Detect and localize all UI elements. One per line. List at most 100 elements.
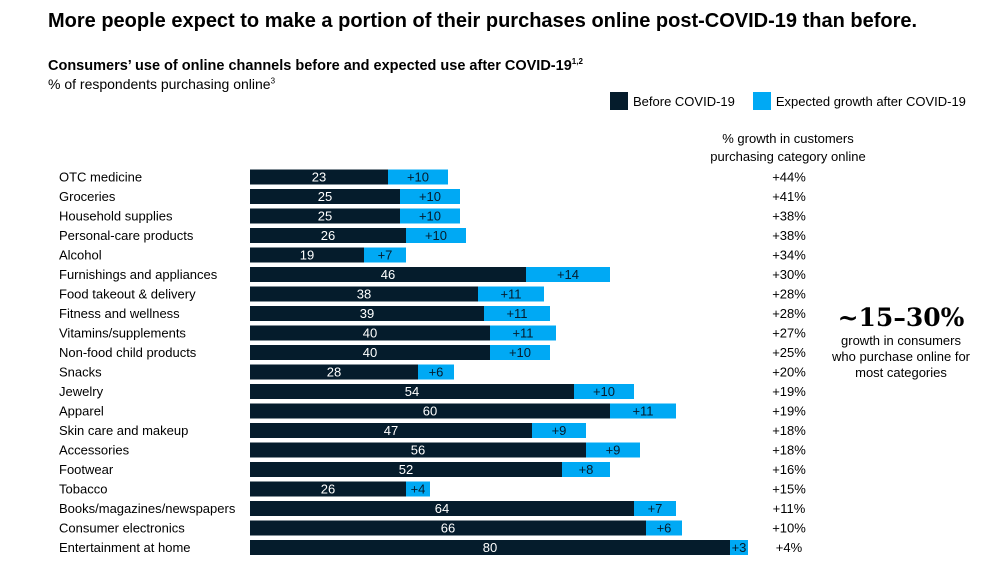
value-label-after-accessories: +9 xyxy=(606,443,621,458)
value-label-after-furnishings-and-appliances: +14 xyxy=(557,267,579,282)
subtitle-footnote: 1,2 xyxy=(571,57,583,66)
category-label-consumer-electronics: Consumer electronics xyxy=(59,521,185,536)
subtitle-text: Consumers’ use of online channels before… xyxy=(48,57,572,74)
value-label-before-accessories: 56 xyxy=(411,443,425,458)
bar-after-otc-medicine xyxy=(388,169,448,185)
category-label-non-food-child-products: Non-food child products xyxy=(59,345,197,360)
value-label-after-apparel: +11 xyxy=(632,404,653,419)
bar-before-skin-care-and-makeup xyxy=(250,423,532,438)
growth-label-consumer-electronics: +10% xyxy=(772,521,806,536)
legend-item-after: Expected growth after COVID-19 xyxy=(752,92,966,110)
bar-before-food-takeout-delivery xyxy=(250,286,478,302)
bar-before-household-supplies xyxy=(250,208,400,224)
value-label-before-household-supplies: 25 xyxy=(318,209,332,224)
value-label-before-otc-medicine: 23 xyxy=(312,170,326,185)
bar-after-apparel xyxy=(610,403,676,419)
bar-before-furnishings-and-appliances xyxy=(250,267,526,282)
chart-legend: Before COVID-19 Expected growth after CO… xyxy=(610,92,984,110)
legend-label-after: Expected growth after COVID-19 xyxy=(775,93,966,109)
category-label-skin-care-and-makeup: Skin care and makeup xyxy=(59,423,188,438)
unit-footnote: 3 xyxy=(270,76,276,86)
growth-label-jewelry: +19% xyxy=(772,384,806,399)
value-label-before-snacks: 28 xyxy=(327,365,341,380)
growth-label-personal-care-products: +38% xyxy=(772,228,806,243)
value-label-before-alcohol: 19 xyxy=(300,248,314,263)
bar-after-vitamins-supplements xyxy=(490,325,556,341)
bar-before-jewelry xyxy=(250,384,574,399)
growth-label-alcohol: +34% xyxy=(772,248,806,263)
growth-label-books-magazines-newspapers: +11% xyxy=(773,501,806,516)
value-label-after-tobacco: +4 xyxy=(411,482,426,497)
bar-before-tobacco xyxy=(250,481,406,497)
category-label-accessories: Accessories xyxy=(59,443,130,458)
growth-label-groceries: +41% xyxy=(772,189,806,204)
bar-after-books-magazines-newspapers xyxy=(634,501,676,516)
category-label-groceries: Groceries xyxy=(59,189,116,204)
category-label-household-supplies: Household supplies xyxy=(59,209,173,224)
bar-after-skin-care-and-makeup xyxy=(532,423,586,438)
value-label-after-books-magazines-newspapers: +7 xyxy=(648,501,663,516)
value-label-before-furnishings-and-appliances: 46 xyxy=(381,267,395,282)
bar-before-books-magazines-newspapers xyxy=(250,501,634,516)
value-label-after-consumer-electronics: +6 xyxy=(657,521,672,536)
value-label-before-footwear: 52 xyxy=(399,462,413,477)
growth-label-apparel: +19% xyxy=(772,404,806,419)
category-label-personal-care-products: Personal-care products xyxy=(59,228,194,243)
callout-figure: ~15–30% xyxy=(837,303,965,332)
value-label-before-apparel: 60 xyxy=(423,404,437,419)
value-label-after-non-food-child-products: +10 xyxy=(509,345,531,360)
bar-after-alcohol xyxy=(364,247,406,263)
category-label-jewelry: Jewelry xyxy=(59,384,104,399)
value-label-before-tobacco: 26 xyxy=(321,482,335,497)
category-label-furnishings-and-appliances: Furnishings and appliances xyxy=(59,267,218,282)
growth-label-food-takeout-delivery: +28% xyxy=(772,287,806,302)
legend-swatch-after xyxy=(752,92,771,110)
growth-label-fitness-and-wellness: +28% xyxy=(772,306,806,321)
category-label-otc-medicine: OTC medicine xyxy=(59,170,142,185)
value-label-before-jewelry: 54 xyxy=(405,384,419,399)
bar-after-accessories xyxy=(586,442,640,458)
category-label-fitness-and-wellness: Fitness and wellness xyxy=(59,306,180,321)
value-label-before-skin-care-and-makeup: 47 xyxy=(384,423,398,438)
value-label-after-household-supplies: +10 xyxy=(419,209,441,224)
growth-label-furnishings-and-appliances: +30% xyxy=(772,267,806,282)
chart-headline: More people expect to make a portion of … xyxy=(48,10,918,32)
legend-swatch-before xyxy=(610,92,628,110)
growth-label-skin-care-and-makeup: +18% xyxy=(772,423,806,438)
bar-after-furnishings-and-appliances xyxy=(526,267,610,282)
chart-subtitle: Consumers’ use of online channels before… xyxy=(48,57,583,74)
growth-column-header: % growth in customers purchasing categor… xyxy=(710,131,866,164)
value-label-before-groceries: 25 xyxy=(318,189,332,204)
growth-label-non-food-child-products: +25% xyxy=(772,345,806,360)
value-label-after-vitamins-supplements: +11 xyxy=(512,326,533,341)
value-label-after-alcohol: +7 xyxy=(378,248,393,263)
bar-before-fitness-and-wellness xyxy=(250,306,484,321)
category-label-apparel: Apparel xyxy=(59,404,104,419)
value-label-before-fitness-and-wellness: 39 xyxy=(360,306,374,321)
growth-label-household-supplies: +38% xyxy=(772,209,806,224)
bar-before-consumer-electronics xyxy=(250,520,646,536)
category-label-alcohol: Alcohol xyxy=(59,248,102,263)
value-label-after-skin-care-and-makeup: +9 xyxy=(552,423,567,438)
bar-before-entertainment-at-home xyxy=(250,540,730,555)
bar-before-personal-care-products xyxy=(250,228,406,243)
unit-text: % of respondents purchasing online xyxy=(48,76,271,92)
bar-before-footwear xyxy=(250,462,562,477)
growth-label-vitamins-supplements: +27% xyxy=(772,326,806,341)
value-label-after-fitness-and-wellness: +11 xyxy=(506,306,527,321)
bar-after-jewelry xyxy=(574,384,634,399)
bar-after-household-supplies xyxy=(400,208,460,224)
value-label-after-footwear: +8 xyxy=(579,462,594,477)
value-label-before-non-food-child-products: 40 xyxy=(363,345,377,360)
category-label-books-magazines-newspapers: Books/magazines/newspapers xyxy=(59,501,236,516)
bar-after-non-food-child-products xyxy=(490,345,550,360)
bar-after-personal-care-products xyxy=(406,228,466,243)
growth-label-entertainment-at-home: +4% xyxy=(776,540,803,555)
category-label-footwear: Footwear xyxy=(59,462,114,477)
category-label-tobacco: Tobacco xyxy=(59,482,107,497)
bar-after-tobacco xyxy=(406,481,430,497)
growth-label-otc-medicine: +44% xyxy=(772,170,806,185)
bar-before-non-food-child-products xyxy=(250,345,490,360)
bar-after-footwear xyxy=(562,462,610,477)
